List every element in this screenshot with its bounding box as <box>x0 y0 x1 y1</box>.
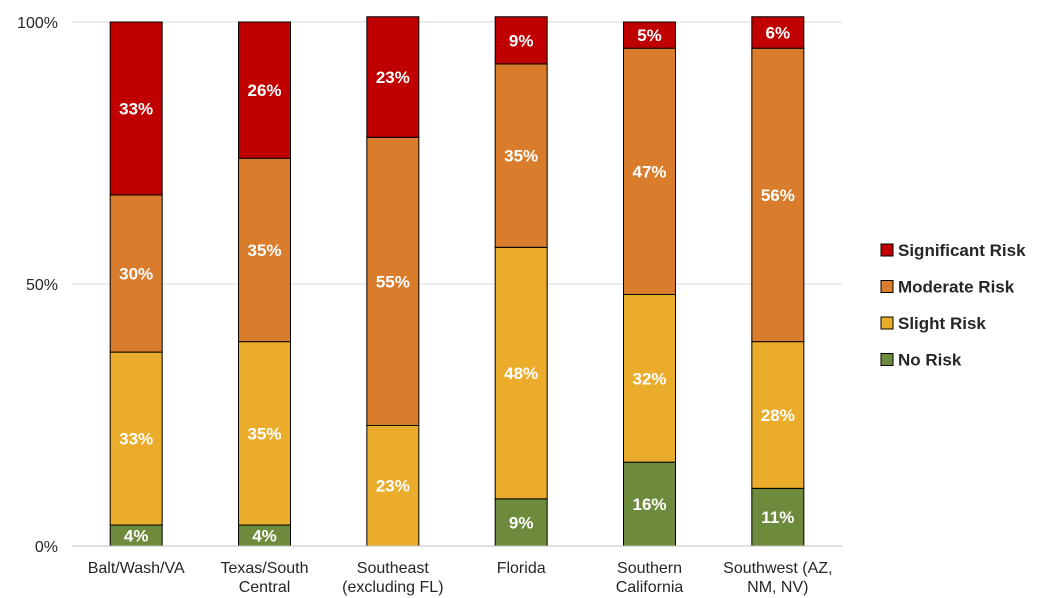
y-axis: 0% 50% 100% <box>17 15 58 556</box>
legend: Significant Risk Moderate Risk Slight Risk… <box>880 241 1026 370</box>
data-label: 55% <box>376 272 410 291</box>
bar-segment <box>109 194 163 353</box>
data-label: 9% <box>509 31 534 50</box>
data-label: 35% <box>504 147 538 166</box>
x-axis: Balt/Wash/VA Texas/South Central Southeast (… <box>72 545 842 596</box>
bar-segment <box>366 136 420 426</box>
legend-swatch <box>880 316 894 330</box>
x-tick-label: NM, NV) <box>747 579 808 596</box>
bar-segment <box>751 47 805 343</box>
x-tick-label: Florida <box>497 560 546 577</box>
gridlines <box>72 21 842 547</box>
data-label: 35% <box>247 424 281 443</box>
data-label: 47% <box>632 162 666 181</box>
legend-swatch <box>880 243 894 257</box>
data-labels: 4% 4% 9% 16% 11% 33% 35% 23% 48% 32% 28% 30% 35% 55% 3… <box>119 23 795 545</box>
bar-segment <box>623 47 676 295</box>
y-tick-label: 50% <box>26 277 58 294</box>
x-tick-label: (excluding FL) <box>342 579 443 596</box>
legend-swatch <box>880 353 894 366</box>
bar-segment <box>751 16 805 49</box>
bar-segment <box>494 63 548 248</box>
bar-segment <box>109 351 163 526</box>
x-tick-label: Balt/Wash/VA <box>88 560 185 577</box>
data-label: 11% <box>761 508 794 527</box>
y-tick-label: 100% <box>17 15 58 32</box>
data-label: 32% <box>632 369 666 388</box>
x-tick-label: Southwest (AZ, <box>723 560 832 577</box>
data-label: 28% <box>761 406 795 425</box>
data-label: 16% <box>632 495 666 514</box>
data-label: 23% <box>376 68 410 87</box>
data-label: 6% <box>766 23 791 42</box>
legend-label: No Risk <box>898 351 962 370</box>
data-label: 23% <box>376 477 410 496</box>
bar-segment <box>623 293 676 463</box>
x-tick-label: Texas/South <box>220 560 308 577</box>
bar-segment <box>238 341 291 526</box>
data-label: 56% <box>761 186 795 205</box>
bars <box>109 16 805 547</box>
data-label: 48% <box>504 364 538 383</box>
legend-label: Significant Risk <box>898 241 1026 260</box>
x-tick-label: Southern <box>617 560 682 577</box>
data-label: 30% <box>119 265 153 284</box>
data-label: 4% <box>124 527 149 546</box>
bar-segment <box>494 498 548 547</box>
legend-swatch <box>880 280 894 293</box>
data-label: 33% <box>119 99 153 118</box>
bar-segment <box>109 21 163 196</box>
bar-segment <box>494 16 548 65</box>
y-tick-label: 0% <box>35 539 58 556</box>
legend-label: Slight Risk <box>898 314 986 333</box>
data-label: 26% <box>247 81 281 100</box>
bar-segment <box>751 341 805 489</box>
x-tick-label: California <box>616 579 684 596</box>
bar-segment <box>623 21 676 49</box>
x-tick-label: Southeast <box>357 560 430 577</box>
bar-segment <box>238 21 291 159</box>
data-label: 33% <box>119 430 153 449</box>
bar-segment <box>366 424 420 547</box>
data-label: 9% <box>509 513 534 532</box>
data-label: 35% <box>247 241 281 260</box>
data-label: 5% <box>637 26 662 45</box>
data-label: 4% <box>252 527 277 546</box>
x-tick-label: Central <box>239 579 291 596</box>
bar-segment <box>366 16 420 138</box>
legend-label: Moderate Risk <box>898 278 1015 297</box>
